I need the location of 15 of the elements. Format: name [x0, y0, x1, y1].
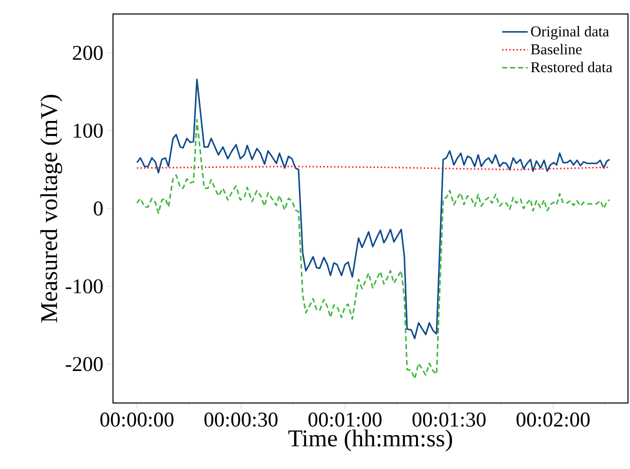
- x-axis-title: Time (hh:mm:ss): [288, 430, 452, 452]
- y-tick-label: 100: [74, 124, 103, 138]
- y-tick-label: 0: [94, 201, 103, 216]
- y-tick-label: 200: [72, 46, 103, 60]
- legend-label: Baseline: [530, 44, 582, 54]
- x-tick-label: 00:00:30: [204, 412, 278, 427]
- legend-label: Original data: [531, 26, 609, 40]
- y-axis-title: Measured voltage (mV): [40, 94, 62, 322]
- legend-label: Restored data: [530, 62, 612, 72]
- x-tick-label: 00:02:00: [516, 412, 590, 427]
- y-tick-label: -200: [66, 357, 103, 372]
- x-tick-label: 00:01:00: [308, 412, 382, 427]
- x-tick-label: 00:00:00: [100, 412, 174, 427]
- y-tick-label: -100: [66, 279, 103, 294]
- x-tick-label: 00:01:30: [412, 412, 486, 427]
